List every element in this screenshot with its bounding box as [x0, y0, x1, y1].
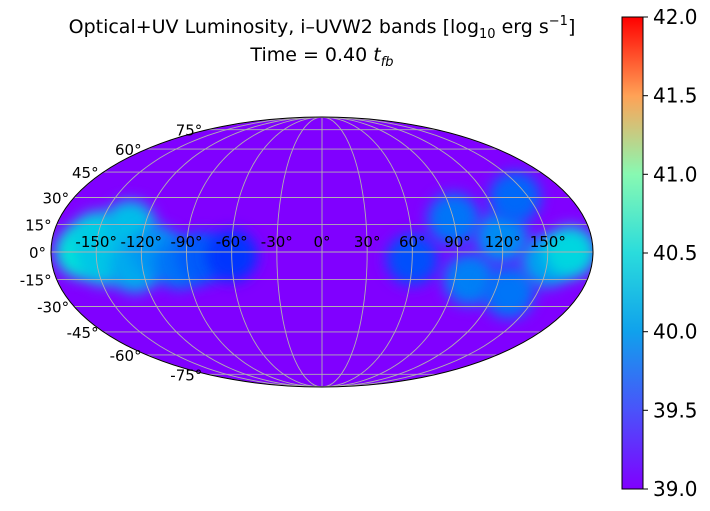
- colorbar-tick-label: 42.0: [653, 5, 698, 29]
- longitude-tick-label: -30°: [261, 233, 293, 251]
- latitude-tick-label: -30°: [37, 299, 69, 317]
- map-outline: [50, 116, 594, 388]
- latitude-tick-label: 15°: [25, 216, 52, 234]
- colorbar-ticks: 39.0 39.5 40.0 40.5 41.0 41.5 42.0: [643, 5, 698, 501]
- latitude-tick-label: 45°: [72, 164, 99, 182]
- latitude-tick-label: 75°: [176, 122, 203, 140]
- latitude-tick-label: -15°: [20, 272, 52, 290]
- latitude-tick-label: -45°: [67, 324, 99, 342]
- longitude-tick-label: -90°: [171, 233, 203, 251]
- longitude-tick-label: -60°: [216, 233, 248, 251]
- longitude-tick-label: -120°: [121, 233, 163, 251]
- emission-layer: [55, 171, 593, 319]
- longitude-tick-label: 30°: [354, 233, 381, 251]
- longitude-tick-label: 0°: [313, 233, 330, 251]
- colorbar-tick-label: 40.5: [653, 241, 698, 265]
- latitude-tick-label: 60°: [115, 141, 142, 159]
- longitude-labels: -150° -120° -90° -60° -30° 0° 30° 60° 90° 120° 150…: [75, 233, 565, 251]
- latitude-tick-label: 0°: [29, 244, 46, 262]
- longitude-tick-label: 90°: [444, 233, 471, 251]
- colorbar: 39.0 39.5 40.0 40.5 41.0 41.5 42.0: [621, 5, 698, 501]
- chart-subtitle: Time = 0.40 tfb: [249, 44, 393, 70]
- colorbar-tick-label: 41.0: [653, 162, 698, 186]
- longitude-tick-label: 60°: [399, 233, 426, 251]
- colorbar-tick-label: 40.0: [653, 320, 698, 344]
- latitude-tick-label: 30°: [43, 190, 70, 208]
- colorbar-tick-label: 39.5: [653, 398, 698, 422]
- longitude-tick-label: -150°: [75, 233, 117, 251]
- sky-map: -150° -120° -90° -60° -30° 0° 30° 60° 90° 120° 150…: [20, 116, 594, 388]
- latitude-labels: 75° 60° 45°30° 15° 0° -15° -30° -45° -60° -75°: [20, 122, 203, 385]
- longitude-tick-label: 120°: [485, 233, 521, 251]
- colorbar-gradient: [621, 16, 644, 490]
- longitude-tick-label: 150°: [530, 233, 566, 251]
- latitude-tick-label: -75°: [170, 366, 202, 384]
- colorbar-tick-label: 39.0: [653, 477, 698, 501]
- latitude-tick-label: -60°: [110, 347, 142, 365]
- colorbar-tick-label: 41.5: [653, 84, 698, 108]
- chart-title: Optical+UV Luminosity, i–UVW2 bands [log…: [69, 14, 576, 42]
